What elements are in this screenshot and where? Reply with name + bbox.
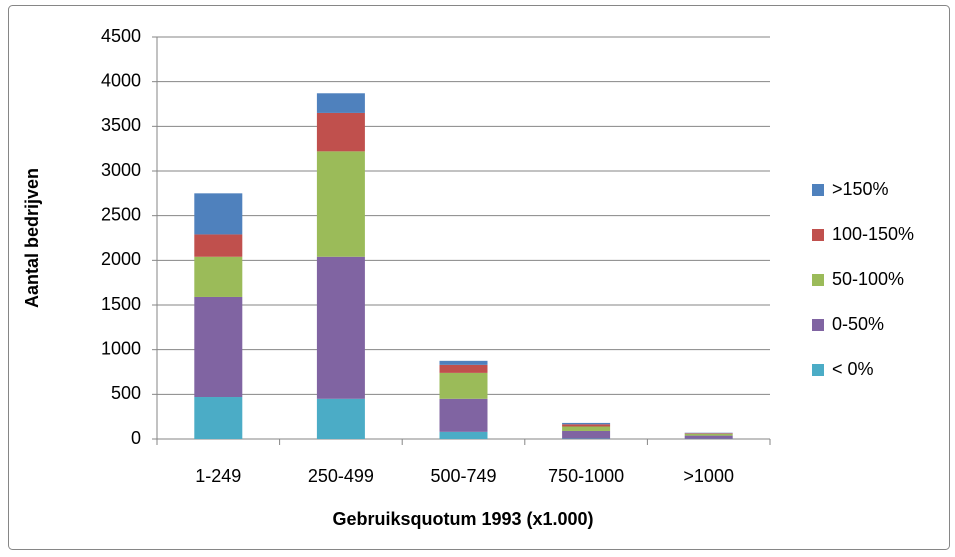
bar-segment [316,398,365,439]
y-tick-label: 1500 [101,294,141,314]
bar-segment [316,93,365,113]
bar-segment [684,435,733,439]
y-tick-label: 1000 [101,338,141,358]
legend-label: < 0% [832,359,874,379]
bar-segment [562,430,611,439]
y-tick-label: 500 [111,383,141,403]
x-tick-label: 750-1000 [548,466,624,486]
x-tick-label: 250-499 [308,466,374,486]
bar-segment [316,256,365,399]
y-tick-label: 4000 [101,70,141,90]
y-tick-label: 3000 [101,160,141,180]
bar-segment [316,151,365,257]
y-tick-label: 2500 [101,204,141,224]
legend-swatch [812,319,824,331]
x-tick-label: 1-249 [195,466,241,486]
legend-label: 100-150% [832,224,914,244]
legend-label: 50-100% [832,269,904,289]
legend-swatch [812,184,824,196]
bar-segment [439,372,488,399]
legend-swatch [812,229,824,241]
x-tick-label: >1000 [683,466,734,486]
bar-segment [439,431,488,439]
y-tick-label: 0 [131,428,141,448]
bar-segment [562,422,611,425]
y-tick-label: 4500 [101,26,141,46]
x-axis-title: Gebruiksquotum 1993 (x1.000) [332,509,593,529]
bar-segment [684,433,733,436]
bar-segment [439,398,488,432]
y-tick-label: 3500 [101,115,141,135]
bar-segment [316,112,365,152]
legend-swatch [812,364,824,376]
y-axis-title: Aantal bedrijven [22,168,42,308]
chart-border [8,5,950,550]
bar-segment [194,234,243,257]
bar-segment [194,193,243,235]
bar-segment [562,426,611,431]
bar-segment [194,296,243,398]
y-tick-label: 2000 [101,249,141,269]
bar-segment [439,364,488,373]
bar-segment [439,360,488,365]
legend-label: 0-50% [832,314,884,334]
bar-segment [684,433,733,434]
bar-segment [194,256,243,297]
x-tick-label: 500-749 [430,466,496,486]
legend-label: >150% [832,179,889,199]
legend-swatch [812,274,824,286]
bar-segment [194,397,243,439]
bar-segment [562,424,611,427]
